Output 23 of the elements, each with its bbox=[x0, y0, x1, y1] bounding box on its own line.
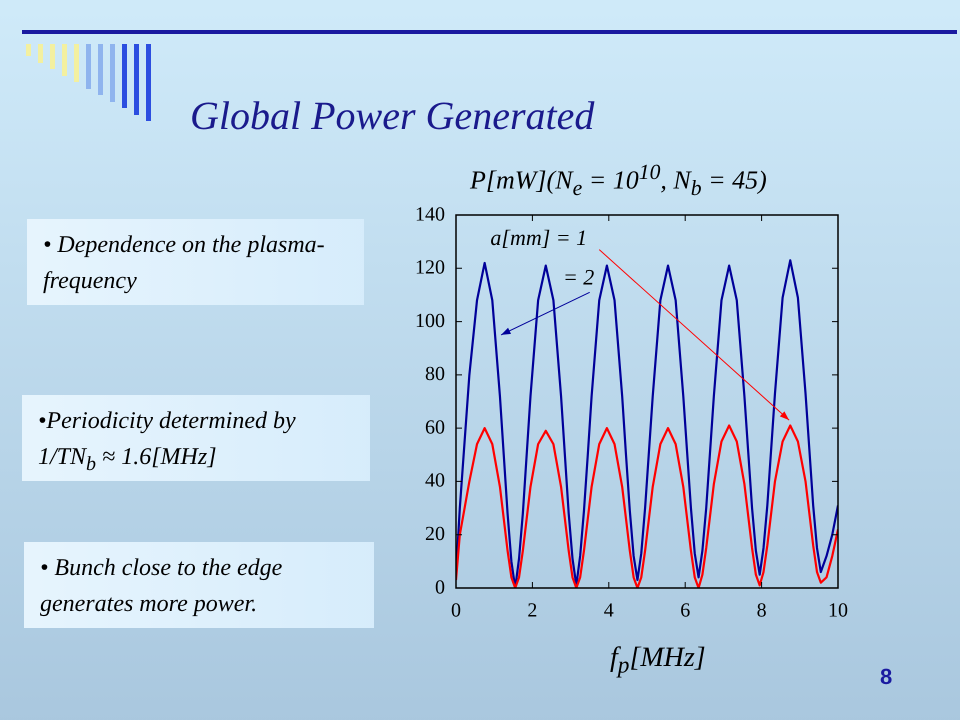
x-axis-title: f$_{p}$[MHz] bbox=[610, 642, 706, 680]
text: 8 bbox=[880, 664, 892, 690]
text: • Bunch close to the edge generates more power. bbox=[24, 542, 374, 628]
y-tick-label: 100 bbox=[415, 310, 445, 332]
x-tick-label: 10 bbox=[828, 599, 848, 622]
y-tick-label: 140 bbox=[415, 203, 445, 226]
x-tick-label: 6 bbox=[680, 599, 690, 622]
x-tick-label: 2 bbox=[527, 599, 538, 622]
x-tick-label: 4 bbox=[604, 599, 614, 622]
chart-title: Global Power Generated bbox=[190, 92, 594, 139]
y-axis-title: P[mW](N$_{e}$ = 10$^{10}$, N$_{b}$ = 45) bbox=[470, 160, 767, 201]
x-tick-label: 0 bbox=[451, 599, 461, 622]
y-tick-label: 0 bbox=[435, 576, 445, 598]
text: a[mm] = 1 bbox=[490, 224, 588, 250]
y-tick-label: 80 bbox=[425, 363, 445, 386]
x-tick-label: 8 bbox=[756, 599, 767, 622]
y-tick-label: 60 bbox=[425, 416, 445, 438]
text: • Dependence on the plasma-frequency bbox=[27, 219, 364, 305]
text: •Periodicity determined by 1/TN$_{b}$ ≈ 1.6[MHz] bbox=[22, 395, 370, 481]
y-tick-label: 20 bbox=[425, 522, 445, 545]
series-label: = 2 bbox=[562, 264, 594, 290]
y-tick-label: 120 bbox=[415, 256, 445, 279]
y-tick-label: 40 bbox=[425, 470, 445, 492]
